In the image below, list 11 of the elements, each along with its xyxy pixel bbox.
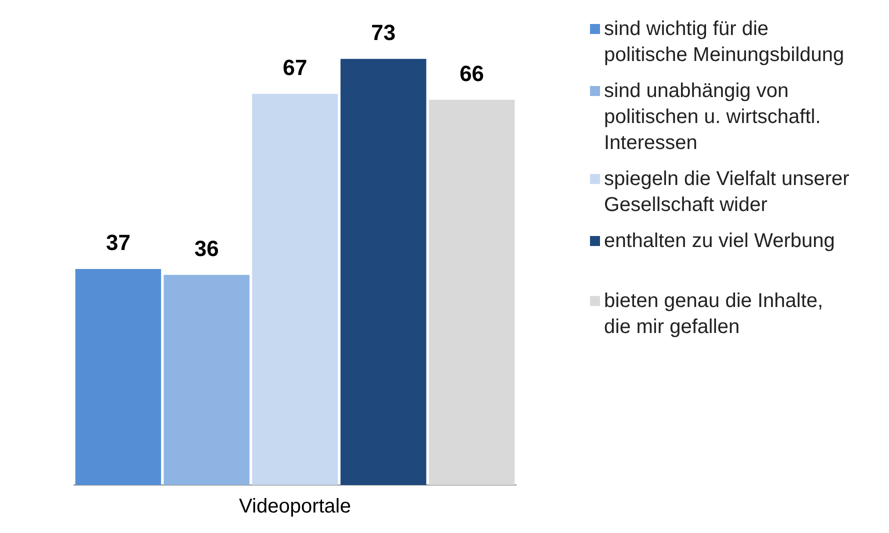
legend-label: spiegeln die Vielfalt unserer Gesellschaft wider (604, 167, 850, 218)
legend-label: sind wichtig für die politische Meinungsbildung (604, 17, 846, 68)
data-label: 37 (106, 230, 130, 256)
x-axis-title: Videoportale (239, 496, 351, 518)
data-label: 67 (282, 54, 308, 80)
data-label: 36 (194, 236, 219, 261)
data-label: 66 (460, 60, 484, 86)
legend-label: enthalten zu viel Werbung (604, 229, 835, 254)
legend-label: sind unabhängig von politischen u. wirtschaftl. Interessen (604, 79, 822, 156)
legend-label: bieten genau die Inhalte, die mir gefallen (604, 289, 824, 340)
data-label: 73 (371, 20, 396, 45)
